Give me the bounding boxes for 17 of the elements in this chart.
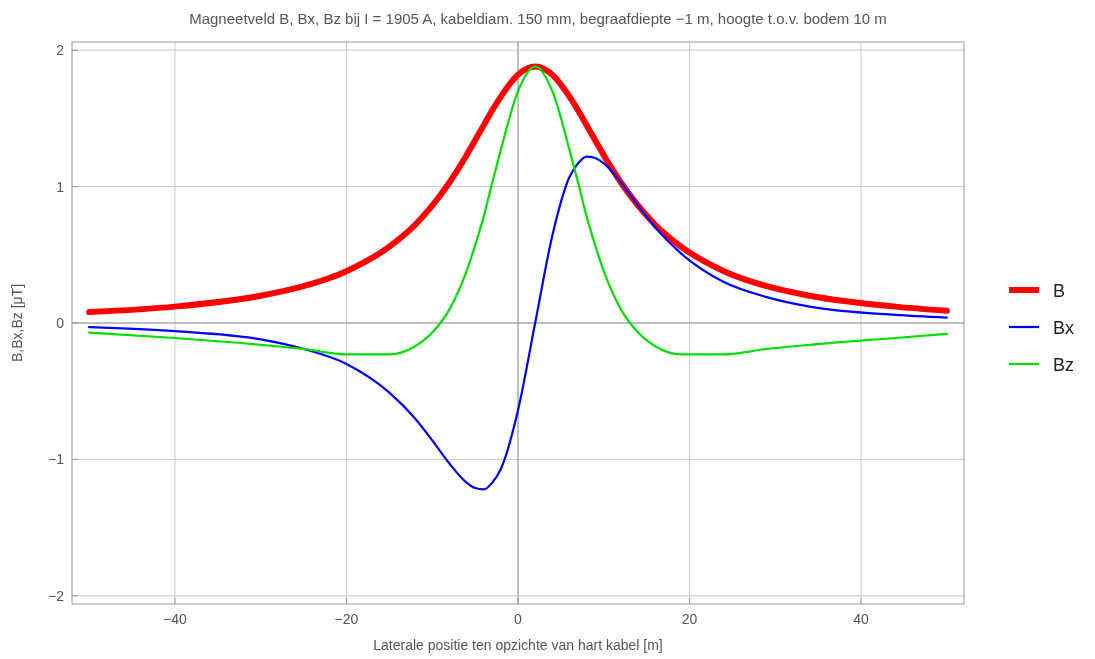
y-tick-label: 0 <box>56 315 65 331</box>
x-tick-label: −20 <box>334 611 359 627</box>
x-tick-label: 20 <box>681 611 698 627</box>
x-tick-label: 0 <box>514 611 523 627</box>
x-tick-label: 40 <box>853 611 870 627</box>
legend-label: B <box>1053 281 1066 301</box>
x-axis-title: Laterale positie ten opzichte van hart kabel [m] <box>373 637 663 653</box>
x-tick-label: −40 <box>163 611 188 627</box>
line-series <box>88 155 948 491</box>
y-tick-label: 1 <box>56 178 65 195</box>
y-tick-label: 2 <box>56 42 65 59</box>
y-axis-title: B,Bx,Bz [μT] <box>9 283 25 363</box>
chart-title: Magneetveld B, Bx, Bz bij I = 1905 A, kabeldiam. 150 mm, begraafdiepte −1 m, hoogte t.o.v. bodem 10 m <box>189 10 887 27</box>
y-tick-label: −2 <box>48 587 65 604</box>
y-tick-label: −1 <box>48 451 65 468</box>
legend-label: Bz <box>1053 355 1075 375</box>
legend-label: Bx <box>1053 318 1075 338</box>
